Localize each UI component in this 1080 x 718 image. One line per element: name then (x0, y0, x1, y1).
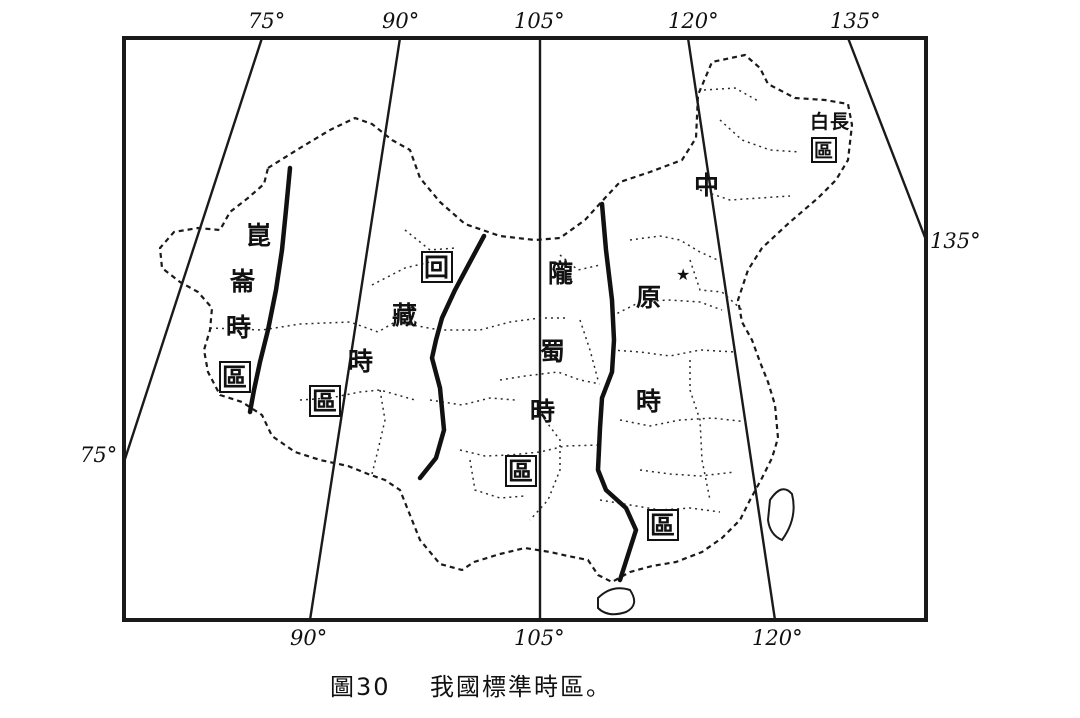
kunlun-char-1: 崑 (246, 221, 271, 250)
huizang-zone-label: 回 藏 時 區 (309, 251, 453, 417)
huizang-char-2: 藏 (392, 301, 417, 330)
changbai-char-3: 區 (814, 140, 833, 162)
caption-text: 我國標準時區。 (430, 673, 612, 701)
hainan-island (597, 587, 636, 616)
changbai-char-1: 長 (830, 111, 850, 133)
capital-star-icon: ★ (676, 265, 690, 284)
huizang-char-4: 區 (312, 387, 337, 416)
kunlun-char-2: 崙 (229, 267, 256, 296)
changbai-char-2: 白 (810, 110, 829, 133)
kunlun-char-3: 時 (226, 313, 251, 342)
longshu-char-4: 區 (508, 457, 533, 486)
meridian-120-line (686, 37, 777, 621)
map-frame (122, 36, 928, 622)
kunlun-char-4: 區 (222, 363, 247, 392)
changbai-zone-label: 長 白 區 (810, 110, 850, 163)
meridian-90-line (308, 37, 402, 621)
label-left-75: 75° (80, 443, 117, 467)
caption-number: 圖30 (330, 673, 391, 701)
bottom-longitude-labels: 90° 105° 120° (290, 626, 803, 650)
label-top-135: 135° (830, 9, 881, 33)
longshu-char-2: 蜀 (540, 337, 565, 366)
zhongyuan-char-2: 原 (636, 283, 661, 312)
figure-caption: 圖30 我國標準時區。 (330, 673, 612, 701)
zhongyuan-char-1: 中 (694, 171, 719, 200)
label-top-90: 90° (382, 9, 419, 33)
kunlun-zone-label: 崑 崙 時 區 (219, 221, 271, 393)
kunlun-huizang-boundary (247, 165, 293, 415)
country-outline (158, 53, 854, 584)
zone-boundaries (247, 165, 639, 583)
taiwan-island (766, 488, 795, 542)
label-bottom-90: 90° (290, 626, 327, 650)
longshu-zhongyuan-boundary (595, 201, 639, 583)
zhongyuan-zone-label: 中 原 時 區 (636, 171, 719, 541)
huizang-char-1: 回 (424, 253, 449, 282)
longshu-char-1: 隴 (548, 259, 573, 288)
label-bottom-105: 105° (514, 626, 565, 650)
longshu-zone-label: 隴 蜀 時 區 (505, 259, 573, 487)
zhongyuan-char-4: 區 (650, 511, 675, 540)
label-right-135: 135° (930, 229, 981, 253)
meridian-135-line (846, 37, 928, 241)
huizang-char-3: 時 (348, 347, 373, 376)
longshu-char-3: 時 (530, 397, 555, 426)
zhongyuan-char-3: 時 (636, 387, 661, 416)
label-top-75: 75° (248, 9, 285, 33)
meridian-75-line (122, 37, 264, 463)
label-bottom-120: 120° (752, 626, 803, 650)
label-top-120: 120° (668, 9, 719, 33)
huizang-longshu-boundary (417, 233, 487, 481)
label-top-105: 105° (514, 9, 565, 33)
top-longitude-labels: 75° 90° 105° 120° 135° (248, 9, 881, 33)
